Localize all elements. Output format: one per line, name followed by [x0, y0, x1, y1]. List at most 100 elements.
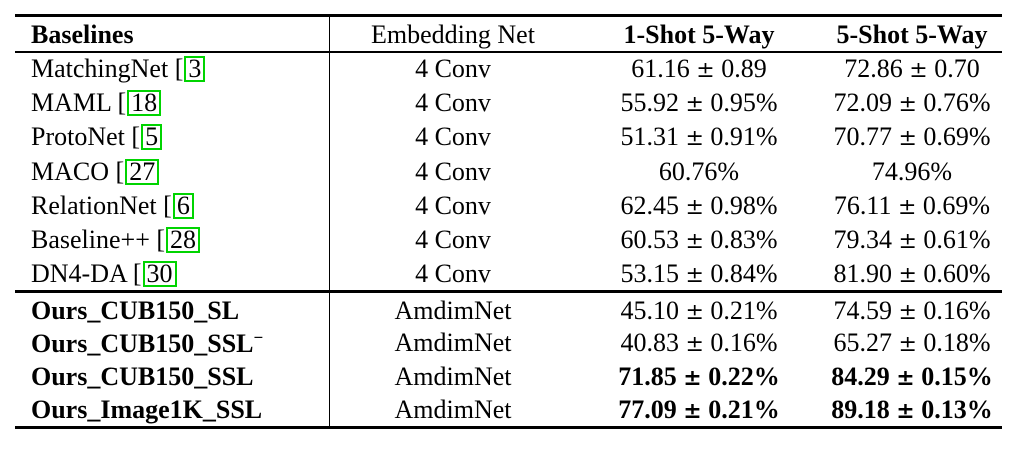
baseline-name-cell: RelationNet [6 [15, 188, 330, 223]
baseline-name: RelationNet [31, 190, 164, 220]
table-row: Baseline++ [28 4 Conv 60.53 ± 0.83% 79.34 ±… [15, 222, 1002, 258]
five-shot-value: 81.90 ± 0.60% [833, 258, 991, 288]
ours-rows: Ours_CUB150_SL AmdimNet 45.10 ± 0.21% 74.59… [15, 290, 1002, 430]
one-shot-value: 60.76% [658, 156, 740, 186]
baseline-name-cell: MACO [27 [15, 154, 330, 189]
table-header-row: Baselines Embedding Net 1-Shot 5-Way 5-S… [15, 14, 1002, 53]
table-row: DN4-DA [30 4 Conv 53.15 ± 0.84% 81.90 ± 0.6… [15, 257, 1002, 292]
five-shot-value: 79.34 ± 0.61% [833, 225, 991, 255]
embedding-net-cell: AmdimNet [329, 393, 576, 430]
plus-minus-sign: ± [683, 364, 702, 391]
embedding-net-cell: 4 Conv [415, 54, 491, 84]
one-shot-value: 51.31 ± 0.91% [620, 122, 778, 152]
citation-link[interactable]: 5 [141, 124, 163, 151]
method-name: Ours_CUB150_SSL [31, 328, 254, 358]
citation-link[interactable]: 3 [184, 56, 206, 83]
baseline-rows: MatchingNet [3 4 Conv 61.16 ± 0.89 72.86 ± … [15, 51, 1002, 292]
table-row: RelationNet [6 4 Conv 62.45 ± 0.98% 76.11 ±… [15, 188, 1002, 223]
one-shot-value: 55.92 ± 0.95% [620, 87, 778, 117]
method-name-cell: Ours_CUB150_SL [15, 290, 330, 326]
baseline-name: MAML [31, 87, 118, 117]
baseline-name: DN4-DA [31, 258, 133, 288]
one-shot-value: 71.85 ± 0.22% [618, 361, 780, 391]
five-shot-value: 89.18 ± 0.13% [822, 393, 1002, 430]
table-row: Ours_Image1K_SSL AmdimNet 77.09 ± 0.21% 89.… [15, 393, 1002, 430]
table-row: Ours_CUB150_SSL AmdimNet 71.85 ± 0.22% 84.2… [15, 359, 1002, 394]
five-shot-value: 70.77 ± 0.69% [833, 122, 991, 152]
citation-link[interactable]: 28 [166, 227, 201, 254]
citation-link[interactable]: 30 [142, 260, 177, 287]
plus-minus-sign: ± [683, 397, 702, 424]
table-row: MACO [27 4 Conv 60.76% 74.96% [15, 154, 1002, 189]
embedding-net-cell: 4 Conv [415, 225, 491, 255]
plus-minus-sign: ± [685, 262, 704, 288]
method-name: Ours_CUB150_SL [31, 295, 240, 325]
plus-minus-sign: ± [909, 58, 928, 84]
one-shot-value: 40.83 ± 0.16% [620, 327, 778, 357]
embedding-net-cell: AmdimNet [329, 290, 576, 326]
header-embedding-net: Embedding Net [329, 14, 576, 53]
method-name: Ours_CUB150_SSL [31, 361, 254, 391]
header-baselines: Baselines [15, 14, 330, 53]
embedding-net-cell: 4 Conv [415, 258, 491, 288]
baseline-name-cell: DN4-DA [30 [15, 257, 330, 292]
one-shot-value: 62.45 ± 0.98% [620, 190, 778, 220]
baseline-name: ProtoNet [31, 122, 132, 152]
baseline-name-cell: MAML [18 [15, 85, 330, 121]
embedding-net-cell: 4 Conv [415, 156, 491, 186]
embedding-net-cell: 4 Conv [415, 87, 491, 117]
one-shot-value: 60.53 ± 0.83% [620, 225, 778, 255]
plus-minus-sign: ± [898, 331, 917, 357]
baseline-name-cell: ProtoNet [5 [15, 120, 330, 155]
embedding-net-cell: AmdimNet [394, 361, 512, 391]
citation-link[interactable]: 18 [127, 89, 162, 116]
five-shot-value: 74.59 ± 0.16% [822, 290, 1002, 326]
citation-link[interactable]: 27 [125, 158, 160, 185]
one-shot-value: 77.09 ± 0.21% [576, 393, 822, 430]
table-row: ProtoNet [5 4 Conv 51.31 ± 0.91% 70.77 ± 0.… [15, 120, 1002, 155]
baseline-name-cell: MatchingNet [3 [15, 51, 330, 86]
plus-minus-sign: ± [685, 331, 704, 357]
baseline-name: MatchingNet [31, 54, 175, 84]
header-5-shot-5-way: 5-Shot 5-Way [822, 14, 1002, 53]
plus-minus-sign: ± [896, 397, 915, 424]
table-row: MatchingNet [3 4 Conv 61.16 ± 0.89 72.86 ± … [15, 51, 1002, 86]
plus-minus-sign: ± [898, 229, 917, 255]
plus-minus-sign: ± [685, 299, 704, 325]
five-shot-value: 74.96% [871, 156, 953, 186]
table-row: Ours_CUB150_SL AmdimNet 45.10 ± 0.21% 74.59… [15, 290, 1002, 326]
plus-minus-sign: ± [898, 126, 917, 152]
plus-minus-sign: ± [898, 91, 917, 117]
header-1-shot-5-way: 1-Shot 5-Way [576, 14, 822, 53]
five-shot-value: 84.29 ± 0.15% [831, 361, 993, 391]
five-shot-value: 72.86 ± 0.70 [844, 54, 980, 84]
one-shot-value: 53.15 ± 0.84% [620, 258, 778, 288]
plus-minus-sign: ± [685, 126, 704, 152]
method-name-cell: Ours_Image1K_SSL [15, 393, 330, 430]
plus-minus-sign: ± [898, 299, 917, 325]
plus-minus-sign: ± [685, 91, 704, 117]
plus-minus-sign: ± [898, 262, 917, 288]
five-shot-value: 65.27 ± 0.18% [833, 327, 991, 357]
citation-link[interactable]: 6 [172, 192, 194, 219]
plus-minus-sign: ± [685, 229, 704, 255]
baseline-name: MACO [31, 156, 116, 186]
method-name: Ours_Image1K_SSL [31, 394, 263, 424]
method-name-cell: Ours_CUB150_SSL [15, 359, 330, 394]
plus-minus-sign: ± [896, 364, 915, 391]
plus-minus-sign: ± [685, 194, 704, 220]
table-row: Ours_CUB150_SSL− AmdimNet 40.83 ± 0.16% 65.… [15, 325, 1002, 360]
method-name-cell: Ours_CUB150_SSL− [15, 325, 330, 360]
plus-minus-sign: ± [696, 58, 715, 84]
few-shot-results-table: Baselines Embedding Net 1-Shot 5-Way 5-S… [15, 14, 1002, 430]
embedding-net-cell: AmdimNet [394, 327, 512, 357]
superscript-minus: − [253, 327, 264, 347]
one-shot-value: 45.10 ± 0.21% [576, 290, 822, 326]
embedding-net-cell: 4 Conv [415, 190, 491, 220]
plus-minus-sign: ± [897, 194, 917, 220]
one-shot-value: 61.16 ± 0.89 [631, 54, 767, 84]
baseline-name-cell: Baseline++ [28 [15, 222, 330, 258]
baseline-name: Baseline++ [31, 225, 157, 255]
embedding-net-cell: 4 Conv [415, 122, 491, 152]
